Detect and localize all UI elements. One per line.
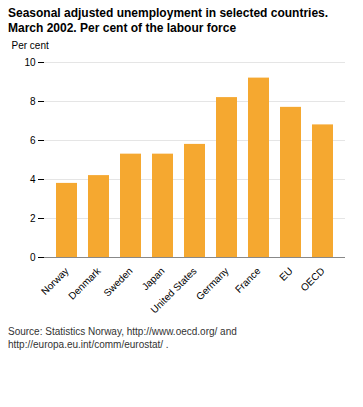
svg-text:Denmark: Denmark — [66, 265, 103, 302]
html-text:March 2002. Per cent of the la: March 2002. Per cent of the labour force — [8, 21, 237, 35]
svg-text:France: France — [233, 265, 263, 295]
svg-text:6: 6 — [30, 135, 36, 146]
svg-text:4: 4 — [30, 174, 36, 185]
svg-text:Germany: Germany — [194, 265, 231, 302]
html-text:Seasonal adjusted unemployment: Seasonal adjusted unemployment in select… — [8, 6, 329, 20]
svg-text:Per cent: Per cent — [12, 40, 49, 51]
svg-text:10: 10 — [24, 57, 36, 68]
html-text:Source: Statistics Norway, htt: Source: Statistics Norway, http://www.oe… — [8, 326, 237, 350]
svg-text:Japan: Japan — [140, 265, 167, 292]
svg-text:OECD: OECD — [298, 265, 326, 293]
svg-text:Norway: Norway — [39, 265, 71, 297]
svg-text:0: 0 — [30, 252, 36, 263]
svg-text:Sweden: Sweden — [101, 265, 134, 298]
svg-text:EU: EU — [277, 265, 295, 283]
svg-text:United States: United States — [148, 265, 198, 315]
svg-text:8: 8 — [30, 96, 36, 107]
svg-text:2: 2 — [30, 213, 36, 224]
